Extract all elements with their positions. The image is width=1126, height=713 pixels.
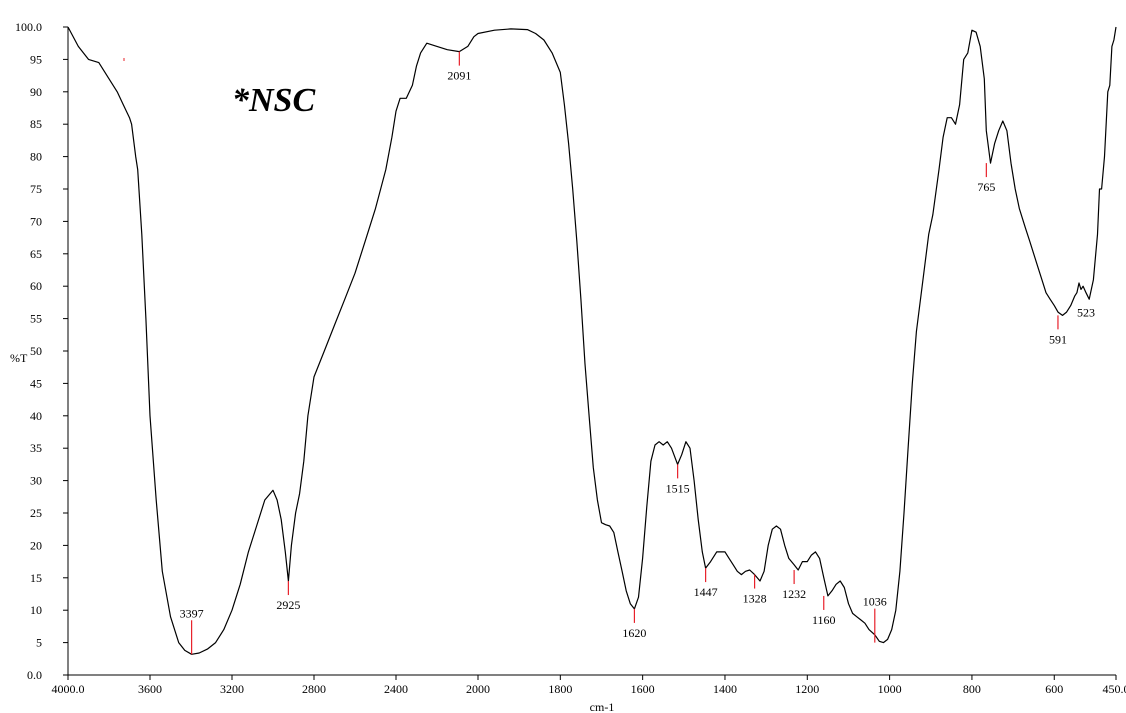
peak-label: 1232 <box>782 587 806 601</box>
peak-label: 765 <box>977 180 995 194</box>
x-tick-label: 2400 <box>384 682 408 696</box>
peak-label: 1515 <box>666 481 690 495</box>
peak-label: 1447 <box>694 585 718 599</box>
y-tick-label: 0.0 <box>27 668 42 682</box>
y-tick-label: 60 <box>30 279 42 293</box>
x-tick-label: 1000 <box>878 682 902 696</box>
y-tick-label: 80 <box>30 150 42 164</box>
y-tick-label: 5 <box>36 636 42 650</box>
peak-label: 1620 <box>622 626 646 640</box>
y-tick-label: 90 <box>30 85 42 99</box>
y-tick-label: 45 <box>30 376 42 390</box>
y-tick-label: 65 <box>30 247 42 261</box>
peak-markers: 3397 2925 2091 1620 1515 1447 1328 1232 1160 1036… <box>180 51 1095 655</box>
y-tick-label: 95 <box>30 52 42 66</box>
chart-axes <box>67 27 1116 676</box>
y-tick-label: 10 <box>30 603 42 617</box>
peak-label: 2925 <box>276 598 300 612</box>
x-tick-label: 2800 <box>302 682 326 696</box>
y-tick-label: 25 <box>30 506 42 520</box>
y-tick-label: 35 <box>30 441 42 455</box>
y-tick-label: 30 <box>30 474 42 488</box>
y-tick-label: 55 <box>30 312 42 326</box>
x-tick-label: 450.0 <box>1103 682 1126 696</box>
x-tick-label: 1600 <box>631 682 655 696</box>
peak-label: 2091 <box>447 69 471 83</box>
y-tick-label: 85 <box>30 117 42 131</box>
y-tick-label: 100.0 <box>15 20 42 34</box>
x-tick-label: 1800 <box>548 682 572 696</box>
peak-label: 1036 <box>863 595 887 609</box>
y-tick-label: 15 <box>30 571 42 585</box>
peak-label: 3397 <box>180 606 204 620</box>
y-tick-label: 20 <box>30 538 42 552</box>
peak-label: 591 <box>1049 332 1067 346</box>
x-tick-label: 4000.0 <box>52 682 85 696</box>
x-tick-label: 2000 <box>466 682 490 696</box>
x-axis-label: cm-1 <box>590 700 615 713</box>
peak-label: 1328 <box>743 592 767 606</box>
y-tick-label: 50 <box>30 344 42 358</box>
x-tick-label: 1400 <box>713 682 737 696</box>
spectrum-line <box>67 26 1117 655</box>
peak-label: 523 <box>1077 306 1095 320</box>
x-tick-label: 600 <box>1045 682 1063 696</box>
y-axis-ticks: 0.0 5 10 15 20 25 30 35 40 45 50 55 60 65 70 75 80 85 90 95… <box>15 20 68 682</box>
x-tick-label: 1200 <box>795 682 819 696</box>
x-axis-ticks: 4000.0 3600 3200 2800 2400 2000 1800 1600 1400 12… <box>52 675 1126 696</box>
peak-label: 1160 <box>812 613 836 627</box>
y-tick-label: 75 <box>30 182 42 196</box>
x-tick-label: 3600 <box>138 682 162 696</box>
y-axis-label: %T <box>10 351 28 365</box>
y-tick-label: 40 <box>30 409 42 423</box>
chart-title: *NSC <box>232 82 315 119</box>
x-tick-label: 3200 <box>220 682 244 696</box>
y-tick-label: 70 <box>30 214 42 228</box>
x-tick-label: 800 <box>963 682 981 696</box>
